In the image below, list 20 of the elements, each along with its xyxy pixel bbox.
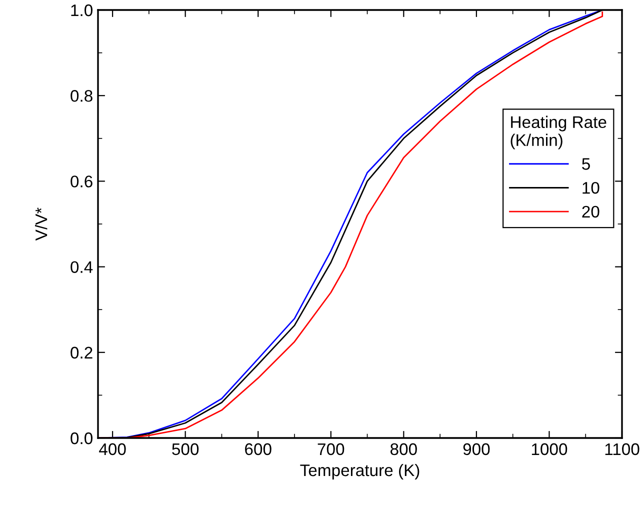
legend-label: 5 <box>582 158 590 170</box>
y-tick-label: 0.0 <box>70 432 92 444</box>
legend-label: 10 <box>582 182 600 194</box>
y-tick-label: 0.4 <box>70 261 93 274</box>
x-tick-label: 600 <box>245 443 272 456</box>
y-axis-title: V/V* <box>34 208 48 241</box>
x-tick-label: 700 <box>318 443 344 456</box>
y-tick-label: 1.0 <box>71 4 92 16</box>
x-tick-label: 900 <box>463 443 490 456</box>
x-tick-label: 400 <box>99 443 126 456</box>
x-tick-label: 1100 <box>605 443 640 456</box>
x-axis-title: Temperature (K) <box>300 464 420 480</box>
x-tick-label: 1000 <box>532 443 568 456</box>
legend-label: 20 <box>582 206 600 218</box>
legend-title: Heating Rate (K/min) <box>510 116 606 150</box>
x-tick-label: 800 <box>390 443 417 456</box>
x-tick-label: 500 <box>172 443 199 456</box>
y-tick-label: 0.2 <box>70 346 92 359</box>
y-tick-label: 0.6 <box>70 176 92 188</box>
y-tick-label: 0.8 <box>70 90 92 102</box>
